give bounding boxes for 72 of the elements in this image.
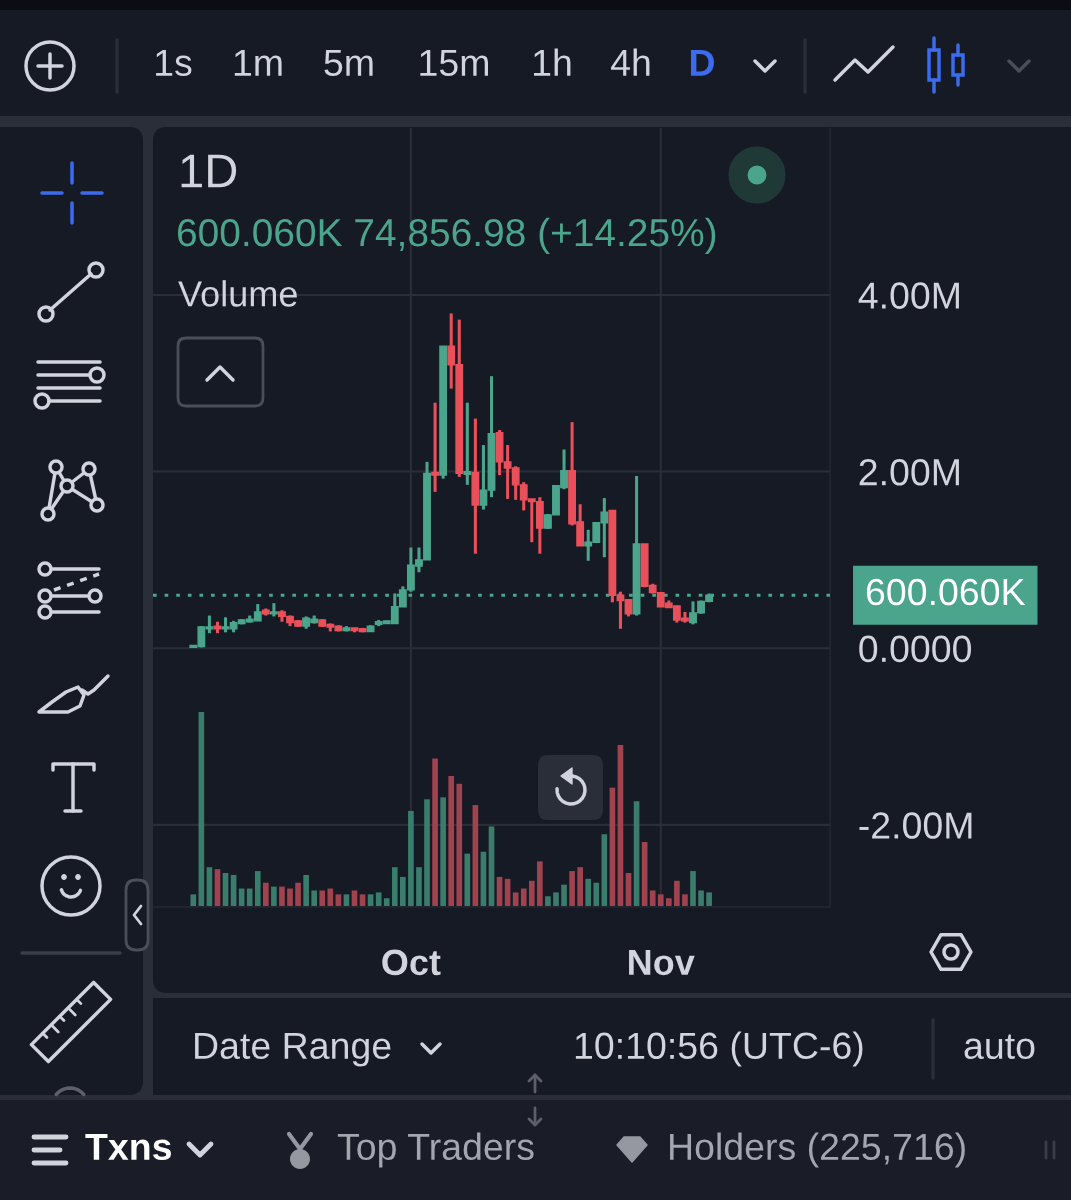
bar (456, 783, 463, 906)
bar (359, 894, 366, 906)
bar (569, 871, 575, 906)
bar (690, 871, 696, 906)
text: 15m (420, 49, 488, 77)
bar (254, 871, 261, 906)
bar (649, 890, 656, 906)
text: auto (964, 1034, 1035, 1060)
bar (585, 878, 592, 906)
y-tick-label: 2.00M (859, 458, 959, 486)
text: 5m (324, 49, 373, 77)
bar (448, 776, 455, 906)
bar (682, 894, 688, 906)
text: 4h (611, 48, 650, 76)
bar (665, 898, 672, 906)
bar (432, 758, 438, 906)
bar (367, 894, 374, 906)
bar (279, 886, 285, 906)
bar (440, 797, 446, 906)
bar (408, 810, 414, 906)
text: Txns (85, 1133, 171, 1161)
bar (327, 888, 334, 906)
bar (351, 890, 358, 906)
x-tick-label: Oct (382, 949, 441, 976)
text: 1s (156, 49, 192, 77)
bar (303, 874, 309, 906)
bar (537, 861, 543, 906)
bar (391, 867, 398, 906)
candlestick (463, 402, 472, 485)
bar (698, 890, 704, 906)
x-tick-label: Nov (629, 949, 695, 976)
text: 1m (234, 49, 282, 76)
bar (383, 898, 390, 906)
text: 600.060K 74,856.98 (+14.25%) (177, 217, 716, 255)
chart-title: Volume (178, 280, 297, 307)
bar (343, 894, 350, 906)
ref-line-label: 600.060K (866, 578, 1026, 606)
bar (520, 888, 527, 906)
bar (528, 880, 535, 906)
bar (190, 894, 197, 906)
y-tick-label: -2.00M (859, 812, 972, 839)
bar (424, 799, 430, 906)
bar (577, 867, 583, 906)
bar (553, 892, 559, 906)
bar (335, 894, 342, 906)
text: Date Range (195, 1032, 391, 1067)
bar (657, 894, 664, 906)
bar (416, 867, 422, 906)
bar (295, 882, 301, 906)
text: Top Traders (337, 1132, 534, 1168)
text: Holders (225,716) (670, 1132, 965, 1168)
text: 1h (534, 48, 571, 76)
y-tick-label: 4.00M (858, 282, 959, 309)
y-tick-label: 0.0000 (859, 635, 972, 663)
text: 10:10:56 (UTC-6) (575, 1031, 863, 1067)
text: D (690, 49, 714, 76)
candlestick (431, 402, 440, 492)
bar (375, 892, 382, 906)
bar (706, 892, 712, 906)
bar (246, 888, 253, 906)
bar (263, 882, 269, 906)
chart-title: 1D (181, 154, 237, 188)
bar (287, 888, 293, 906)
bar (271, 886, 277, 906)
bar (674, 880, 680, 906)
bar (512, 892, 519, 906)
bar (311, 890, 318, 906)
bar (319, 890, 326, 906)
bar (561, 884, 567, 906)
bar (400, 876, 406, 906)
bar (593, 882, 600, 906)
bar (545, 896, 551, 906)
